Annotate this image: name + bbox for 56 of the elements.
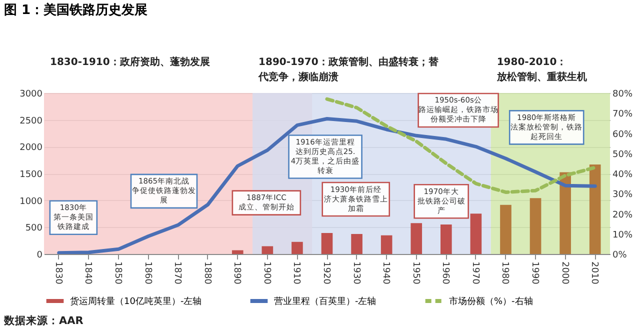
legend-label: 市场份额（%）-右轴 (449, 296, 533, 307)
x-tick-label: 1990 (530, 262, 540, 285)
y-tick-label: 2500 (20, 116, 43, 126)
y-tick-label: 1000 (20, 196, 43, 207)
bar (589, 164, 601, 254)
bar (530, 198, 542, 254)
x-tick-label: 1860 (142, 262, 152, 285)
y-tick-label: 500 (25, 224, 43, 234)
y2-tick-label: 20% (612, 210, 633, 220)
source-note: 数据来源：AAR (3, 314, 84, 327)
x-tick-label: 1920 (321, 262, 331, 285)
x-tick-label: 1950 (410, 262, 420, 285)
y2-tick-label: 10% (612, 230, 633, 240)
band-label: 1830-1910：政府资助、蓬勃发展 (50, 56, 210, 68)
y2-tick-label: 70% (612, 110, 633, 120)
x-tick-label: 1970 (470, 262, 480, 285)
x-tick-label: 1960 (440, 262, 450, 285)
band-label: 1980-2010：放松管制、重获生机 (496, 57, 587, 83)
chart-title: 图 1：美国铁路历史发展 (4, 2, 148, 18)
y-tick-label: 3000 (20, 90, 43, 100)
bar (560, 172, 571, 254)
y2-tick-label: 80% (612, 90, 633, 100)
y2-tick-label: 50% (612, 150, 633, 160)
y2-tick-label: 40% (612, 170, 633, 180)
bar (351, 234, 362, 254)
x-tick-label: 1880 (202, 262, 212, 285)
bar (292, 242, 303, 254)
x-tick-label: 1980 (500, 262, 510, 285)
legend-label: 营业里程（百英里）-左轴 (274, 296, 376, 307)
bar (470, 214, 482, 254)
bar (410, 223, 422, 254)
x-tick-label: 2010 (589, 262, 600, 285)
x-tick-label: 1830 (52, 262, 63, 285)
x-tick-label: 1840 (82, 262, 93, 285)
x-tick-label: 1900 (261, 262, 272, 285)
x-tick-label: 1870 (172, 262, 182, 285)
x-tick-label: 1890 (232, 262, 242, 285)
bar (321, 232, 333, 254)
y-tick-label: 2000 (20, 143, 43, 154)
bar (262, 246, 274, 254)
y2-tick-label: 30% (612, 190, 633, 200)
x-tick-label: 1850 (112, 262, 122, 285)
legend-label: 货运周转量（10亿吨英里）-左轴 (70, 296, 202, 307)
bar (232, 250, 244, 254)
x-tick-label: 1930 (350, 262, 361, 285)
bar (380, 235, 392, 254)
y-tick-label: 0 (36, 250, 43, 260)
x-tick-label: 2000 (559, 262, 570, 285)
y2-tick-label: 60% (612, 130, 633, 140)
y-tick-label: 1500 (20, 170, 43, 180)
x-tick-label: 1910 (291, 262, 302, 285)
x-tick-label: 1940 (380, 262, 391, 285)
band-label: 1890-1970：政策管制、由盛转衰；替代竞争，濒临崩溃 (258, 56, 440, 83)
bar (440, 224, 452, 254)
y2-tick-label: 0% (612, 250, 628, 260)
bar (500, 204, 512, 254)
